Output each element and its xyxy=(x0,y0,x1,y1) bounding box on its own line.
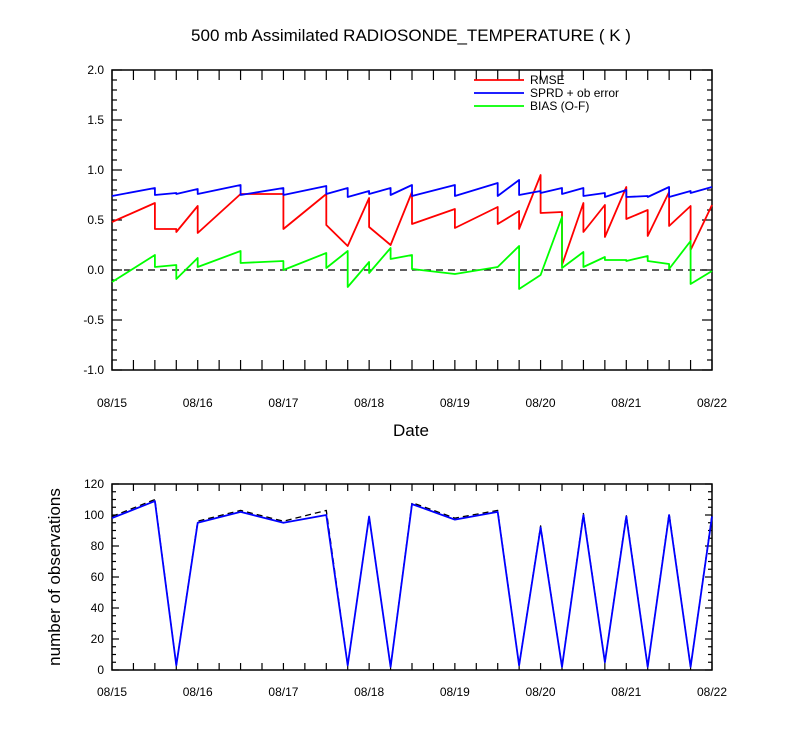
x-tick-label: 08/15 xyxy=(97,685,127,699)
series-line-possible-observations xyxy=(111,498,713,668)
x-tick-label: 08/20 xyxy=(526,396,556,410)
y-tick-label: 80 xyxy=(91,539,105,553)
x-tick-label: 08/22 xyxy=(697,396,727,410)
series-line-sprd-ob-error xyxy=(111,179,713,198)
x-tick-label: 08/18 xyxy=(354,685,384,699)
y-tick-label: 40 xyxy=(91,601,105,615)
y-tick-label: 0.5 xyxy=(87,213,104,227)
series-line-bias-o-f xyxy=(111,216,713,290)
y-tick-label: 100 xyxy=(84,508,104,522)
plot-frame xyxy=(111,483,713,671)
x-tick-label: 08/16 xyxy=(183,685,213,699)
y-axis-title: number of observations xyxy=(45,488,64,666)
y-tick-label: -0.5 xyxy=(83,313,104,327)
y-tick-label: 1.0 xyxy=(87,163,104,177)
rmse-spread-bias-chart: 500 mb Assimilated RADIOSONDE_TEMPERATUR… xyxy=(83,26,727,440)
x-tick-label: 08/21 xyxy=(611,685,641,699)
top-plot-area: 08/15 08/16 08/17 08/18 08/19 08/20 08/21 08/22… xyxy=(83,63,727,410)
y-tick-label: 60 xyxy=(91,570,105,584)
x-axis-title: Date xyxy=(393,421,429,440)
legend-label: SPRD + ob error xyxy=(530,86,619,100)
y-tick-label: 1.5 xyxy=(87,113,104,127)
x-tick-label: 08/19 xyxy=(440,396,470,410)
x-tick-label: 08/15 xyxy=(97,396,127,410)
observation-count-chart: 08/15 08/16 08/17 08/18 08/19 08/20 08/21 08/22… xyxy=(45,477,727,699)
y-tick-label: 120 xyxy=(84,477,104,491)
x-tick-label: 08/20 xyxy=(526,685,556,699)
y-tick-label: 2.0 xyxy=(87,63,104,77)
y-tick-label: 0 xyxy=(97,663,104,677)
x-tick-label: 08/21 xyxy=(611,396,641,410)
x-tick-label: 08/17 xyxy=(268,685,298,699)
series-line-rmse xyxy=(111,174,713,266)
y-tick-label: -1.0 xyxy=(83,363,104,377)
chart-title: 500 mb Assimilated RADIOSONDE_TEMPERATUR… xyxy=(191,26,631,45)
x-tick-label: 08/16 xyxy=(183,396,213,410)
series-line-assimilated-observations xyxy=(111,500,713,668)
x-tick-label: 08/19 xyxy=(440,685,470,699)
x-tick-label: 08/18 xyxy=(354,396,384,410)
legend-label: BIAS (O-F) xyxy=(530,99,589,113)
y-tick-label: 0.0 xyxy=(87,263,104,277)
x-tick-label: 08/22 xyxy=(697,685,727,699)
y-tick-label: 20 xyxy=(91,632,105,646)
x-tick-label: 08/17 xyxy=(268,396,298,410)
bottom-plot-area: 08/15 08/16 08/17 08/18 08/19 08/20 08/21 08/22… xyxy=(84,477,727,699)
legend-label: RMSE xyxy=(530,73,565,87)
